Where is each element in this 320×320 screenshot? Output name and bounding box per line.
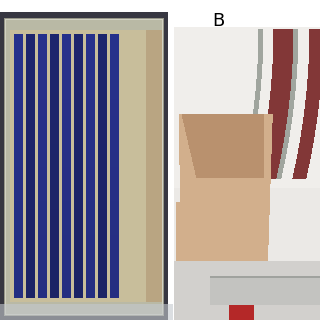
Text: B: B [212, 12, 225, 30]
